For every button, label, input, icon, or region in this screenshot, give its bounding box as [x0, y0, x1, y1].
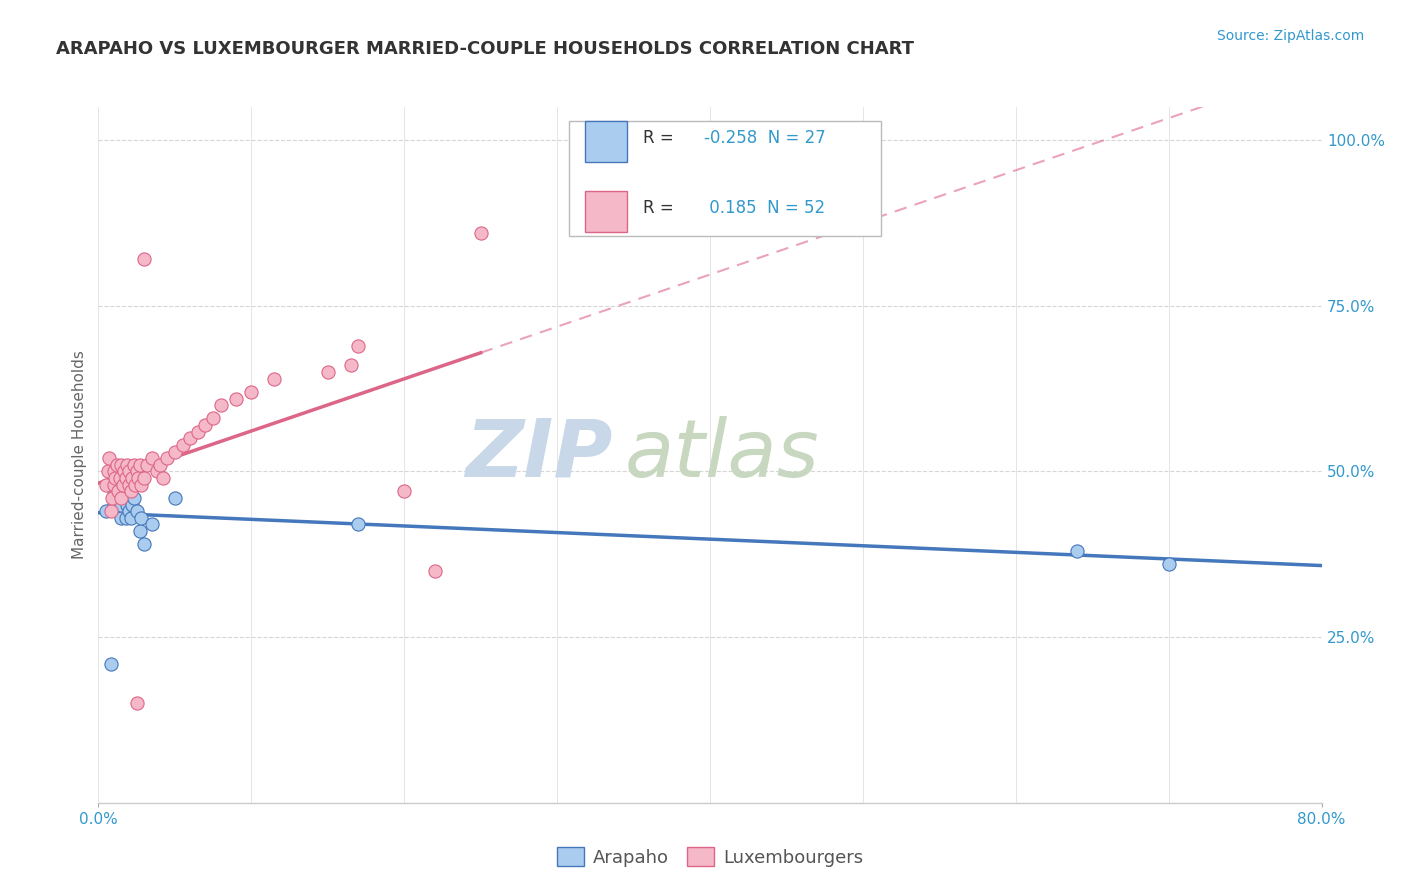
Point	[103, 465, 125, 479]
Point	[105, 477, 128, 491]
Point	[128, 524, 150, 538]
Point	[240, 384, 263, 399]
Point	[105, 458, 128, 472]
Point	[163, 491, 186, 505]
Point	[423, 564, 446, 578]
Point	[115, 471, 138, 485]
Point	[103, 498, 125, 512]
Point	[129, 511, 152, 525]
Point	[100, 657, 122, 671]
Point	[347, 338, 370, 352]
Point	[1066, 544, 1088, 558]
Point	[117, 498, 139, 512]
Point	[98, 451, 121, 466]
Point	[111, 477, 134, 491]
Point	[94, 504, 117, 518]
Point	[134, 471, 156, 485]
Y-axis label: Married-couple Households: Married-couple Households	[72, 351, 87, 559]
Point	[149, 458, 172, 472]
Point	[136, 458, 159, 472]
Point	[112, 484, 135, 499]
Point	[94, 477, 117, 491]
FancyBboxPatch shape	[585, 191, 627, 232]
Point	[179, 431, 201, 445]
Text: atlas: atlas	[624, 416, 820, 494]
Point	[145, 465, 167, 479]
Text: R =: R =	[643, 199, 679, 217]
Text: ARAPAHO VS LUXEMBOURGER MARRIED-COUPLE HOUSEHOLDS CORRELATION CHART: ARAPAHO VS LUXEMBOURGER MARRIED-COUPLE H…	[56, 40, 914, 58]
Point	[124, 477, 146, 491]
Point	[110, 498, 132, 512]
Text: -0.258  N = 27: -0.258 N = 27	[704, 129, 825, 147]
Point	[118, 504, 141, 518]
FancyBboxPatch shape	[585, 121, 627, 162]
Text: Source: ZipAtlas.com: Source: ZipAtlas.com	[1216, 29, 1364, 43]
Point	[117, 458, 139, 472]
Point	[225, 392, 247, 406]
Point	[470, 226, 492, 240]
Point	[129, 477, 152, 491]
Point	[118, 477, 141, 491]
Point	[172, 438, 194, 452]
Point	[347, 517, 370, 532]
Point	[263, 372, 285, 386]
Text: R =: R =	[643, 129, 679, 147]
Point	[128, 458, 150, 472]
Point	[121, 471, 143, 485]
Point	[187, 425, 209, 439]
Point	[124, 477, 146, 491]
Point	[101, 491, 124, 505]
Point	[118, 465, 141, 479]
Point	[125, 504, 148, 518]
Point	[100, 504, 122, 518]
Point	[125, 465, 148, 479]
Point	[107, 504, 129, 518]
Point	[125, 697, 148, 711]
Point	[1157, 558, 1180, 572]
Point	[127, 471, 149, 485]
Point	[108, 491, 131, 505]
Point	[103, 484, 125, 499]
Point	[97, 465, 120, 479]
Point	[120, 511, 142, 525]
Point	[122, 491, 145, 505]
Point	[112, 465, 135, 479]
Point	[120, 484, 142, 499]
Point	[202, 411, 225, 425]
Point	[115, 511, 138, 525]
Point	[392, 484, 416, 499]
Point	[108, 471, 131, 485]
Point	[134, 252, 156, 267]
Point	[122, 458, 145, 472]
Point	[141, 517, 163, 532]
Point	[163, 444, 186, 458]
Point	[118, 484, 141, 499]
Text: ZIP: ZIP	[465, 416, 612, 494]
Point	[339, 359, 361, 373]
Point	[156, 451, 179, 466]
Legend: Arapaho, Luxembourgers: Arapaho, Luxembourgers	[550, 840, 870, 874]
Point	[194, 418, 217, 433]
Point	[209, 398, 232, 412]
Point	[103, 477, 125, 491]
Point	[316, 365, 339, 379]
Point	[110, 491, 132, 505]
Point	[107, 484, 129, 499]
Text: 0.185  N = 52: 0.185 N = 52	[704, 199, 825, 217]
Point	[110, 511, 132, 525]
Point	[152, 471, 174, 485]
Point	[141, 451, 163, 466]
Point	[104, 471, 127, 485]
Point	[110, 458, 132, 472]
Point	[134, 537, 156, 551]
FancyBboxPatch shape	[569, 121, 882, 235]
Point	[121, 498, 143, 512]
